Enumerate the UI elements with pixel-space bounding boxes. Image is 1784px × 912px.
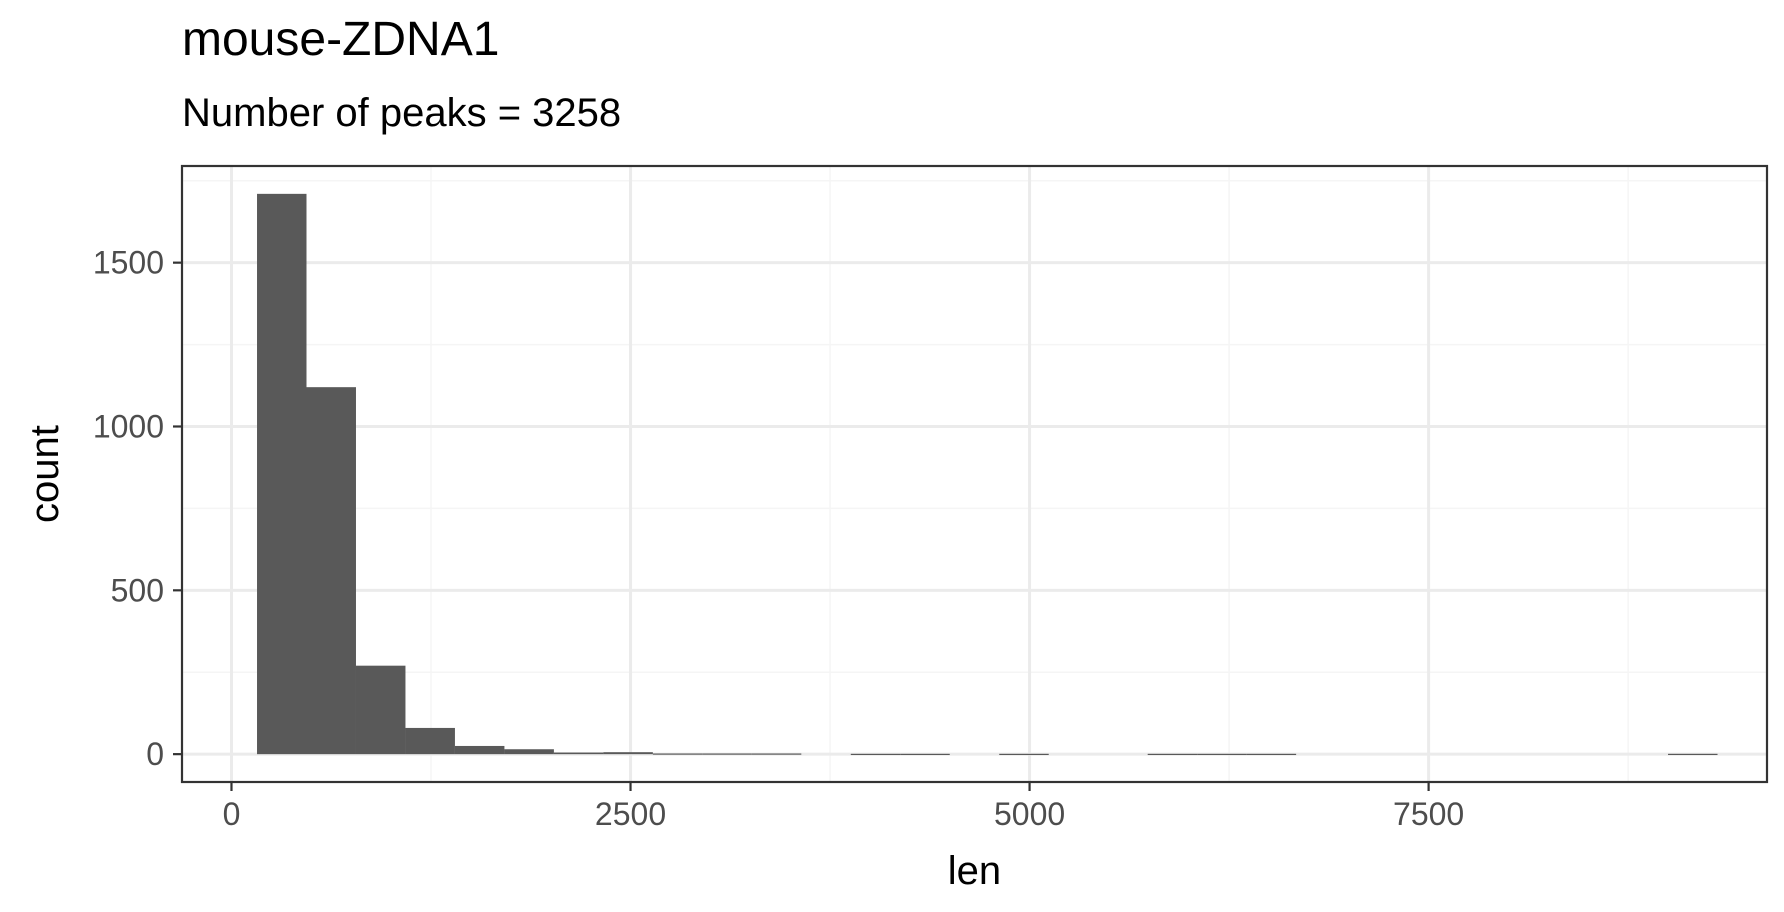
histogram-bar bbox=[751, 753, 802, 755]
histogram-bar bbox=[702, 753, 752, 755]
histogram-bar bbox=[257, 193, 307, 755]
histogram-bar bbox=[1246, 753, 1297, 756]
chart-subtitle: Number of peaks = 3258 bbox=[182, 91, 622, 135]
histogram-bar bbox=[603, 752, 653, 755]
histogram-bar bbox=[1668, 753, 1718, 756]
histogram-bar bbox=[405, 727, 455, 755]
grid-layer bbox=[182, 166, 1767, 782]
x-tick-label: 0 bbox=[223, 796, 241, 832]
histogram-bar bbox=[504, 749, 554, 755]
histogram-bar bbox=[652, 753, 703, 755]
x-tick-label: 7500 bbox=[1393, 796, 1464, 832]
y-tick-label: 1500 bbox=[93, 245, 164, 281]
x-axis-title: len bbox=[948, 849, 1001, 893]
y-tick-label: 500 bbox=[111, 572, 164, 608]
histogram-bar bbox=[1197, 753, 1247, 756]
tick-layer: 0 2500 5000 7500 0 500 1000 1500 bbox=[93, 245, 1464, 832]
histogram-bar bbox=[900, 753, 950, 756]
histogram-bar bbox=[850, 753, 901, 756]
histogram-bar bbox=[306, 387, 356, 755]
y-tick-label: 1000 bbox=[93, 408, 164, 444]
histogram-bar bbox=[553, 752, 604, 755]
y-axis-title: count bbox=[23, 425, 67, 523]
chart-title: mouse-ZDNA1 bbox=[182, 13, 500, 66]
y-tick-label: 0 bbox=[146, 736, 164, 772]
histogram-bar bbox=[1147, 753, 1198, 756]
bar-layer bbox=[257, 193, 1718, 756]
histogram-bar bbox=[454, 745, 505, 755]
x-tick-label: 5000 bbox=[994, 796, 1065, 832]
histogram-bar bbox=[355, 665, 406, 755]
x-tick-label: 2500 bbox=[595, 796, 666, 832]
panel-border bbox=[180, 164, 1769, 784]
histogram-bar bbox=[999, 753, 1049, 756]
